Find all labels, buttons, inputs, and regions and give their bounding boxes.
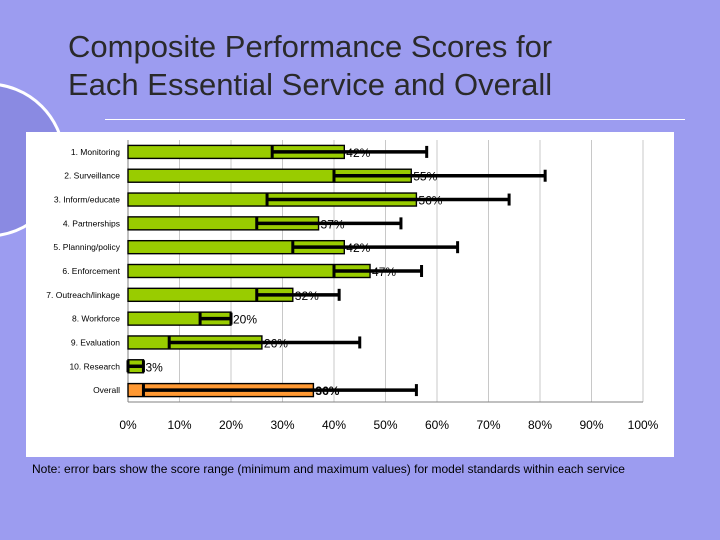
category-label: 10. Research	[69, 361, 120, 371]
category-label: 2. Surveillance	[64, 171, 120, 181]
data-label: 56%	[418, 194, 442, 208]
data-label: 20%	[233, 313, 257, 327]
data-label: 55%	[413, 170, 437, 184]
data-label: 42%	[346, 241, 370, 255]
x-tick-label: 60%	[425, 418, 449, 432]
performance-bar-chart: 0% 10% 20% 30% 40% 50% 60% 70% 80% 90% 100% 1. Moni…	[46, 140, 659, 432]
title-divider	[105, 119, 685, 120]
slide-title-line-1: Composite Performance Scores for	[68, 29, 553, 64]
chart-note: Note: error bars show the score range (m…	[32, 462, 625, 476]
data-label: 37%	[321, 217, 345, 231]
category-label: 8. Workforce	[72, 314, 120, 324]
category-label: Overall	[93, 385, 120, 395]
data-label: 47%	[372, 265, 396, 279]
category-label: 6. Enforcement	[62, 266, 120, 276]
data-label: 32%	[295, 289, 319, 303]
category-label: 3. Inform/educate	[54, 195, 120, 205]
data-label: 26%	[264, 336, 288, 350]
x-tick-label: 70%	[476, 418, 500, 432]
x-tick-label: 0%	[119, 418, 137, 432]
x-tick-label: 90%	[579, 418, 603, 432]
x-tick-label: 20%	[219, 418, 243, 432]
x-tick-label: 10%	[167, 418, 191, 432]
data-label: 3%	[145, 360, 163, 374]
category-label: 5. Planning/policy	[53, 242, 120, 252]
chart-panel: 0% 10% 20% 30% 40% 50% 60% 70% 80% 90% 100% 1. Moni…	[26, 132, 674, 457]
category-label: 7. Outreach/linkage	[46, 290, 120, 300]
x-tick-label: 80%	[528, 418, 552, 432]
data-label: 36%	[315, 384, 339, 398]
x-tick-label: 50%	[373, 418, 397, 432]
x-tick-label: 100%	[628, 418, 659, 432]
category-label: 1. Monitoring	[71, 147, 120, 157]
category-label: 9. Evaluation	[71, 337, 120, 347]
data-label: 42%	[346, 146, 370, 160]
x-tick-label: 30%	[270, 418, 294, 432]
slide-title: Composite Performance Scores for Each Es…	[68, 28, 708, 104]
slide-title-line-2: Each Essential Service and Overall	[68, 67, 553, 102]
x-tick-label: 40%	[322, 418, 346, 432]
category-label: 4. Partnerships	[63, 218, 120, 228]
